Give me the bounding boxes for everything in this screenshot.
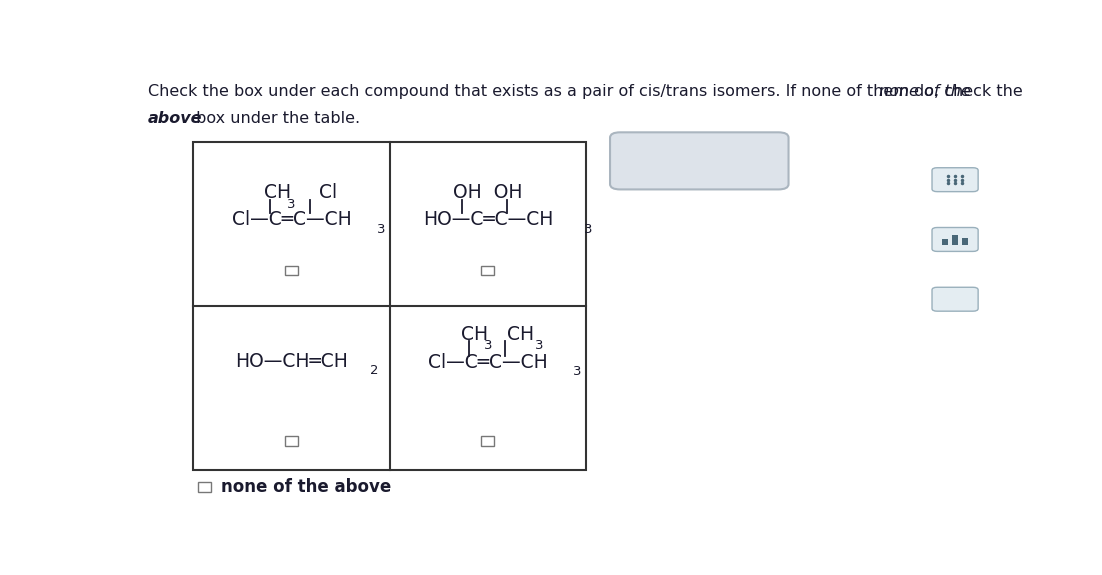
Bar <box>193 142 586 470</box>
Text: ?: ? <box>746 151 757 171</box>
Bar <box>285 436 298 446</box>
Text: above: above <box>148 111 203 126</box>
Bar <box>942 239 948 245</box>
Text: Check the box under each compound that exists as a pair of cis/trans isomers. If: Check the box under each compound that e… <box>148 85 1033 99</box>
Text: 3: 3 <box>484 339 493 352</box>
Text: CH: CH <box>461 325 488 344</box>
Text: HO—CH═CH: HO—CH═CH <box>235 352 348 371</box>
FancyBboxPatch shape <box>932 168 979 191</box>
Text: box under the table.: box under the table. <box>191 111 360 126</box>
Text: Cl—C═C—CH: Cl—C═C—CH <box>231 210 352 229</box>
FancyBboxPatch shape <box>932 288 979 311</box>
Text: 3: 3 <box>534 339 543 352</box>
Text: CH: CH <box>264 183 291 202</box>
Text: OH  OH: OH OH <box>453 183 522 202</box>
Text: HO—C═C—CH: HO—C═C—CH <box>423 210 553 229</box>
Text: 3: 3 <box>573 365 582 378</box>
Text: 3: 3 <box>377 223 386 236</box>
Bar <box>952 235 958 245</box>
Bar <box>197 482 210 492</box>
Text: ×: × <box>638 151 657 171</box>
Bar <box>962 238 969 245</box>
Text: none of the above: none of the above <box>222 478 391 496</box>
Text: 3: 3 <box>288 198 295 210</box>
Text: 2: 2 <box>370 365 379 377</box>
Text: CH: CH <box>500 325 533 344</box>
Text: Cl—C═C—CH: Cl—C═C—CH <box>428 352 548 371</box>
Bar <box>285 266 298 275</box>
Bar <box>482 266 495 275</box>
Text: Ar: Ar <box>947 290 964 304</box>
Text: 3: 3 <box>584 223 593 236</box>
Text: 18: 18 <box>944 288 953 294</box>
Bar <box>482 436 495 446</box>
FancyBboxPatch shape <box>932 228 979 251</box>
Text: none of the: none of the <box>879 85 971 99</box>
FancyBboxPatch shape <box>611 132 789 189</box>
Text: ↺: ↺ <box>690 151 709 171</box>
Text: Cl: Cl <box>313 183 337 202</box>
